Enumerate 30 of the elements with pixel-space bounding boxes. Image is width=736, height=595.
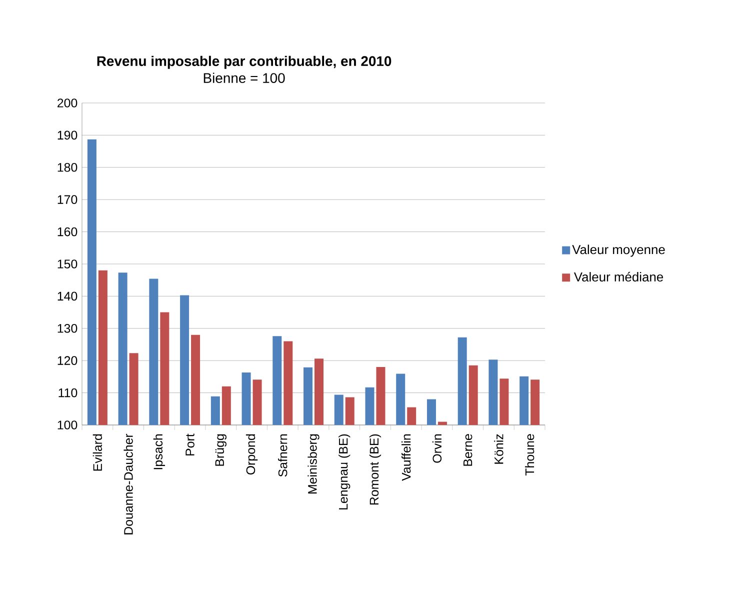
y-tick-label: 120 — [58, 356, 78, 365]
x-tick-label: Vauffelin — [402, 434, 411, 481]
x-tick-label: Ipsach — [153, 434, 165, 470]
y-tick-label: 110 — [58, 388, 78, 398]
y-tick-label: 180 — [58, 162, 78, 172]
x-tick-label: Meinisberg — [308, 434, 320, 494]
x-tick-label: Thoune — [524, 434, 534, 476]
y-tick-label: 150 — [58, 260, 78, 268]
x-tick-label: Evilard — [92, 434, 102, 471]
y-tick-label: 190 — [58, 130, 78, 140]
y-tick-label: 160 — [58, 227, 78, 236]
y-tick-label: 170 — [58, 195, 78, 204]
y-tick-label: 100 — [58, 420, 78, 430]
x-tick-label: Berne — [464, 434, 472, 466]
y-tick-label: 130 — [58, 324, 78, 333]
legend-label: Valeur médiane — [574, 272, 664, 282]
legend-label: Valeur moyenne — [572, 244, 665, 257]
x-tick-label: Safnern — [278, 434, 288, 477]
x-tick-label: Romont (BE) — [369, 434, 382, 505]
x-tick-label: Köniz — [494, 434, 504, 464]
y-tick-label: 200 — [58, 98, 78, 108]
x-tick-label: Douanne-Daucher — [124, 434, 133, 534]
chart-subtitle: Bienne = 100 — [204, 72, 285, 83]
x-tick-label: Orpond — [246, 434, 258, 475]
x-tick-label: Port — [186, 434, 194, 456]
y-tick-label: 140 — [58, 292, 78, 301]
x-tick-label: Lengnau (BE) — [338, 434, 350, 510]
chart-title: Revenu imposable par contribuable, en 2010 — [97, 56, 392, 69]
x-tick-label: Orvin — [432, 434, 442, 463]
x-tick-label: Brügg — [215, 434, 226, 466]
